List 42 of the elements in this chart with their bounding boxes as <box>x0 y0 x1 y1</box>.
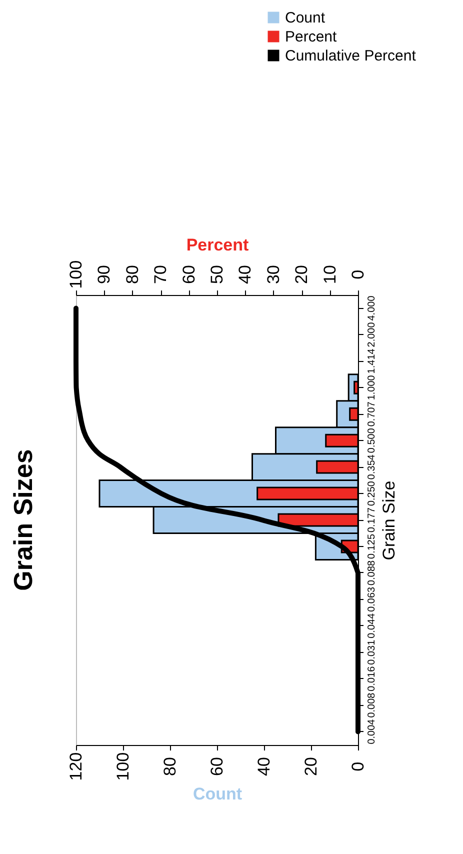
x2-tick-label: 70 <box>151 265 170 284</box>
x2-tick-label: 100 <box>66 260 86 289</box>
x2-tick-label: 90 <box>94 265 114 284</box>
y-tick-label: 1.414 <box>366 348 378 374</box>
legend-label: Count <box>285 10 326 26</box>
x-tick-label: 40 <box>254 757 274 776</box>
x-axis-title: Count <box>192 784 242 804</box>
x-tick-label: 80 <box>160 757 180 776</box>
legend-label: Cumulative Percent <box>285 48 417 64</box>
y-tick-label: 0.031 <box>366 639 378 665</box>
x2-tick-label: 0 <box>348 270 368 280</box>
x2-tick-label: 50 <box>208 265 226 284</box>
y-tick-label: 0.016 <box>366 666 378 692</box>
y-tick-label: 0.063 <box>366 586 378 612</box>
y-tick-label: 0.500 <box>366 428 378 454</box>
x2-tick-label: 30 <box>264 265 283 284</box>
y-tick-label: 0.125 <box>366 534 378 559</box>
x-tick-label: 120 <box>66 752 86 781</box>
x2-tick-label: 60 <box>179 265 198 284</box>
text: Grain Sizes <box>8 449 38 591</box>
x2-tick-label: 80 <box>122 265 142 284</box>
x2-tick-label: 20 <box>292 265 312 284</box>
x-tick-label: 100 <box>114 752 132 781</box>
legend-label: Percent <box>285 28 338 46</box>
y-tick-label: 0.177 <box>366 507 378 533</box>
y-tick-label: 0.088 <box>366 560 378 586</box>
x2-tick-label: 10 <box>320 265 340 284</box>
y-axis-title: Grain Size <box>380 480 398 560</box>
x-tick-label: 60 <box>208 757 226 776</box>
y-tick-label: 0.250 <box>366 480 378 506</box>
y-tick-label: 0.004 <box>366 718 378 744</box>
y-tick-label: 0.707 <box>366 401 378 427</box>
y-tick-label: 0.044 <box>366 612 378 638</box>
x2-tick-label: 40 <box>236 265 255 284</box>
y-tick-label: 4.000 <box>366 295 378 321</box>
y-tick-label: 0.354 <box>366 454 378 480</box>
y-tick-label: 0.008 <box>366 692 378 718</box>
x-tick-label: 0 <box>348 762 368 772</box>
y-tick-label: 1.000 <box>366 374 378 400</box>
y-tick-label: 2.000 <box>366 322 378 348</box>
x-tick-label: 20 <box>302 757 320 776</box>
x2-axis-title: Percent <box>186 235 250 254</box>
